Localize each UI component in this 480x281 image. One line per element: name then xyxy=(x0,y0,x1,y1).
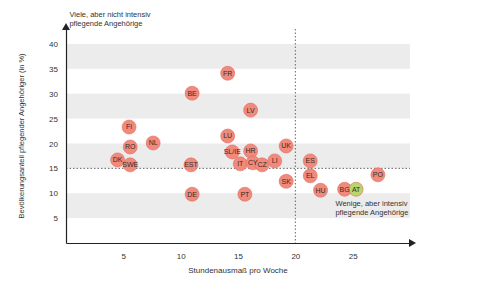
point-label: UK xyxy=(281,142,291,149)
point-label: AT xyxy=(352,186,361,193)
axis-arrow xyxy=(409,239,416,247)
y-axis-title: Bevölkerungsanteil pflegender Angehörige… xyxy=(17,53,26,219)
axis-line xyxy=(67,243,411,244)
point-label: LU xyxy=(223,132,232,139)
tick-label: 30 xyxy=(49,90,58,99)
point-label: LI xyxy=(272,157,278,164)
point xyxy=(123,140,137,154)
point-label: BE xyxy=(187,90,197,97)
point xyxy=(122,120,136,134)
point-label: EST xyxy=(184,161,198,168)
tick: 25 xyxy=(49,115,66,124)
annotation: Viele, aber nicht intensivpflegende Ange… xyxy=(69,10,150,28)
tick-label: 40 xyxy=(49,40,58,49)
point xyxy=(244,144,258,158)
point xyxy=(244,103,258,117)
y-axis: 5 10 15 20 25 30 35 40 xyxy=(49,30,66,244)
point xyxy=(184,158,198,172)
annotation-line: pflegende Angehörige xyxy=(335,208,408,217)
point xyxy=(338,182,352,196)
tick-label: 20 xyxy=(291,252,300,261)
point-label: EL xyxy=(306,172,315,179)
tick: 20 xyxy=(49,140,66,149)
tick-label: 5 xyxy=(122,252,127,261)
tick-label: 15 xyxy=(234,252,243,261)
tick-label: 25 xyxy=(49,115,58,124)
point-label: PO xyxy=(373,171,384,178)
tick-label: 15 xyxy=(49,164,58,173)
annotation-line: Wenige, aber intensiv xyxy=(335,199,407,208)
tick: 5 xyxy=(54,214,66,223)
tick-label: 10 xyxy=(177,252,186,261)
point-label: FR xyxy=(223,70,232,77)
tick-label: 20 xyxy=(49,140,58,149)
point xyxy=(146,136,160,150)
tick-label: 10 xyxy=(49,189,58,198)
chart: 5 10 15 20 25 5 10 15 20 25 30 35 40 FR BE LV FI LU NL RO UK… xyxy=(0,0,480,281)
grid-band xyxy=(66,44,410,69)
reference-lines xyxy=(66,29,410,243)
tick: 10 xyxy=(49,189,66,198)
grid-bands xyxy=(66,44,410,218)
tick: 40 xyxy=(49,40,66,49)
tick-label: 5 xyxy=(54,214,59,223)
point-label: IT xyxy=(237,160,244,167)
point-label: ES xyxy=(306,157,316,164)
point-label: NL xyxy=(149,139,158,146)
grid-band xyxy=(66,193,410,218)
tick: 15 xyxy=(234,243,243,261)
point xyxy=(279,139,293,153)
point-label: HU xyxy=(315,187,325,194)
grid-band xyxy=(66,143,410,168)
point xyxy=(185,187,199,201)
tick: 35 xyxy=(49,65,66,74)
x-axis-title: Stundenausmaß pro Woche xyxy=(188,266,288,275)
point-label: FI xyxy=(126,123,132,130)
point-label: SK xyxy=(281,178,291,185)
point-label: BG xyxy=(340,186,350,193)
point xyxy=(268,154,282,168)
tick: 10 xyxy=(177,243,186,261)
point xyxy=(221,66,235,80)
point xyxy=(279,174,293,188)
point xyxy=(185,86,199,100)
point-label: RO xyxy=(125,143,136,150)
point xyxy=(349,182,363,196)
point-label: CZ xyxy=(257,161,267,168)
axis-line xyxy=(66,30,67,244)
point xyxy=(233,157,247,171)
annotation-line: Viele, aber nicht intensiv xyxy=(69,10,150,19)
point-labels: FRBELVFILUNLROUKHRSL/IEDKSWEESTITCYCZLIE… xyxy=(113,70,384,198)
point xyxy=(314,183,328,197)
tick: 15 xyxy=(49,164,66,173)
points xyxy=(111,66,385,201)
point xyxy=(221,129,235,143)
point xyxy=(303,154,317,168)
grid-band xyxy=(66,94,410,119)
point xyxy=(303,169,317,183)
point xyxy=(371,168,385,182)
tick-label: 35 xyxy=(49,65,58,74)
point-label: DE xyxy=(187,191,197,198)
x-axis: 5 10 15 20 25 xyxy=(67,243,411,261)
annotation: Wenige, aber intensivpflegende Angehörig… xyxy=(335,199,408,217)
reference-line xyxy=(295,29,296,243)
tick: 25 xyxy=(349,243,358,261)
tick: 5 xyxy=(122,243,127,261)
tick: 20 xyxy=(291,243,300,261)
point-label: LV xyxy=(247,107,255,114)
point-label: SL/IE xyxy=(224,148,241,155)
plot: 5 10 15 20 25 5 10 15 20 25 30 35 40 FR BE LV FI LU NL RO UK… xyxy=(49,10,416,261)
point-label: PT xyxy=(240,191,250,198)
point xyxy=(238,187,252,201)
tick-label: 25 xyxy=(349,252,358,261)
tick: 30 xyxy=(49,90,66,99)
point-label: HR xyxy=(246,147,256,154)
point-label: SWE xyxy=(122,161,138,168)
annotation-line: pflegende Angehörige xyxy=(69,19,142,28)
